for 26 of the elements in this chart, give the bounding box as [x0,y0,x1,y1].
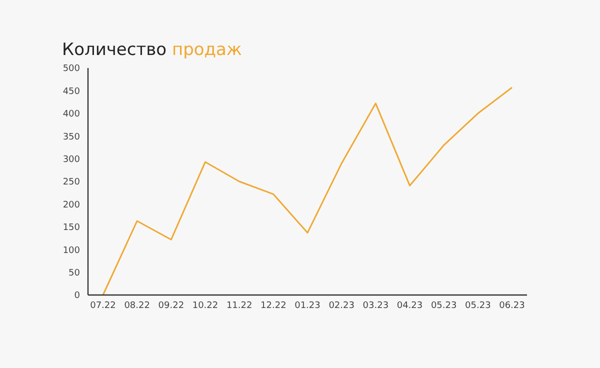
y-tick-label: 0 [74,291,80,302]
y-tick-label: 50 [68,268,80,278]
x-tick-label: 04.23 [396,301,423,311]
y-tick-label: 450 [62,86,80,97]
x-tick-label: 05.23 [430,301,457,311]
x-tick-label: 05.23 [465,301,491,311]
x-tick-label: 01.23 [294,301,320,311]
x-tick-label: 08.22 [124,301,150,311]
x-tick-label: 03.23 [362,301,389,311]
y-tick-label: 200 [62,200,80,210]
x-tick-label: 11.22 [226,301,252,311]
x-tick-label: 09.22 [158,301,184,311]
y-tick-label: 150 [62,223,80,234]
line-series [102,86,513,296]
x-tick-label: 12.22 [260,301,286,311]
x-tick-label: 02.23 [328,301,354,311]
y-tick-label: 100 [62,246,80,256]
y-tick-label: 300 [62,154,80,165]
y-tick-label: 500 [62,64,80,74]
x-tick-label: 07.22 [90,301,116,311]
x-tick-label: 10.22 [192,301,218,311]
x-tick-label: 06.23 [499,301,525,311]
chart-title: Количество продаж [62,40,242,60]
y-tick-label: 350 [62,132,80,142]
y-tick-label: 400 [62,110,80,120]
y-tick-label: 250 [62,178,80,188]
